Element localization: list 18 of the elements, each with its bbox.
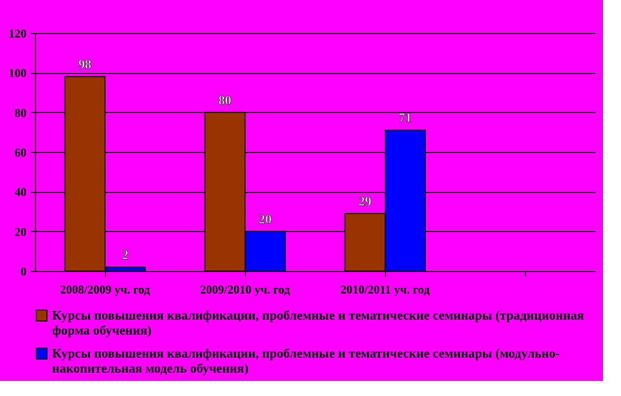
data-label: 98 xyxy=(78,56,92,72)
y-tick-label: 20 xyxy=(14,224,26,239)
data-label: 71 xyxy=(398,110,412,126)
y-tick-label: 60 xyxy=(14,146,26,160)
y-tick-label: 80 xyxy=(14,106,26,120)
legend-label: Курсы повышения квалификации, проблемные и тематические семинары (традиционная форма обучения) xyxy=(52,308,584,338)
y-tick-label: 100 xyxy=(8,66,26,80)
data-label: 2 xyxy=(122,247,128,262)
data-label: 20 xyxy=(258,211,272,226)
data-label: 29 xyxy=(358,193,372,208)
y-tick-label: 0 xyxy=(20,264,26,278)
y-tick-label: 40 xyxy=(14,185,26,200)
x-tick-label: 2008/2009 уч. год xyxy=(60,282,150,296)
y-tick-label: 120 xyxy=(8,26,26,40)
data-label: 80 xyxy=(218,92,232,108)
x-tick-label: 2010/2011 уч. год xyxy=(340,282,430,296)
legend-label: Курсы повышения квалификации, проблемные и тематические семинары (модульно-накопительная модель обучения) xyxy=(52,346,560,376)
x-tick-label: 2009/2010 уч. год xyxy=(200,282,290,296)
